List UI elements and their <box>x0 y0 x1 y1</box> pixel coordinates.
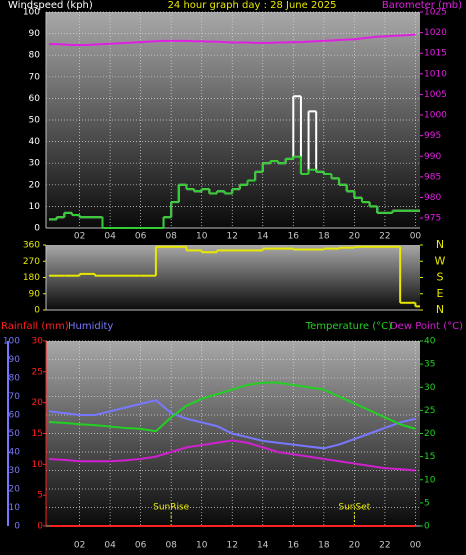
y-tick-label: 90 <box>9 355 21 365</box>
y-tick-label: 20 <box>29 180 41 190</box>
y2-tick-label: 20 <box>424 429 436 439</box>
y2-tick-label: 1015 <box>424 49 447 59</box>
y2-tick-label: 15 <box>424 452 435 462</box>
y3-tick-label: 25 <box>32 367 43 377</box>
y-tick-label: 70 <box>9 392 21 402</box>
y2-tick-label: 0 <box>424 522 430 532</box>
x-tick-label: 08 <box>165 541 177 551</box>
y-tick-label: 180 <box>23 273 40 283</box>
series-line <box>48 381 416 433</box>
y-tick-label: 0 <box>14 522 20 532</box>
y2-tick-label: 1020 <box>424 28 447 38</box>
y2-tick-label: N <box>436 238 444 251</box>
x-tick-label: 00 <box>410 232 422 242</box>
y2-tick-label: W <box>435 254 446 267</box>
x-tick-label: 12 <box>227 232 238 242</box>
x-tick-label: 22 <box>379 232 390 242</box>
y3-tick-label: 30 <box>32 337 44 347</box>
y-tick-label: 0 <box>34 224 40 234</box>
y2-tick-label: 5 <box>424 498 430 508</box>
y3-tick-label: 0 <box>37 522 43 532</box>
y3-tick-label: 20 <box>32 398 44 408</box>
x-tick-label: 18 <box>318 541 330 551</box>
y-tick-label: 20 <box>9 485 21 495</box>
y3-tick-label: 5 <box>37 491 43 501</box>
x-tick-label: 18 <box>318 232 330 242</box>
y2-tick-label: N <box>436 303 444 316</box>
x-tick-label: 10 <box>196 541 208 551</box>
y-tick-label: 270 <box>23 257 40 267</box>
series-line <box>49 33 416 46</box>
y2-tick-label: 25 <box>424 406 435 416</box>
x-tick-label: 08 <box>165 232 177 242</box>
x-tick-label: 12 <box>227 541 238 551</box>
y-tick-label: 100 <box>3 337 20 347</box>
y-tick-label: 40 <box>29 137 41 147</box>
y2-tick-label: 985 <box>424 172 441 182</box>
x-tick-label: 04 <box>104 541 116 551</box>
series-line <box>48 399 416 450</box>
x-tick-label: 06 <box>135 232 147 242</box>
y2-tick-label: E <box>437 287 444 300</box>
dewpoint-axis-label: Dew Point (°C) <box>390 321 463 332</box>
barometer-axis-label: Barometer (mb) <box>382 0 462 11</box>
y2-tick-label: 1010 <box>424 69 447 79</box>
x-tick-label: 02 <box>74 232 85 242</box>
y3-tick-label: 15 <box>32 429 43 439</box>
annotation-label: SunRise <box>153 503 190 513</box>
y2-tick-label: 975 <box>424 214 441 224</box>
annotation-label: SunSet <box>338 503 370 513</box>
y2-tick-label: 995 <box>424 131 441 141</box>
y-tick-label: 60 <box>29 94 41 104</box>
x-tick-label: 06 <box>135 541 147 551</box>
x-tick-label: 16 <box>288 232 300 242</box>
y-tick-label: 60 <box>9 411 21 421</box>
y-tick-label: 360 <box>23 241 40 251</box>
y-tick-label: 90 <box>29 289 41 299</box>
temperature-axis-label: Temperature (°C) <box>305 321 392 332</box>
x-tick-label: 16 <box>288 541 300 551</box>
y3-tick-label: 10 <box>32 460 44 470</box>
y2-tick-label: 1000 <box>424 111 447 121</box>
y2-tick-label: 1005 <box>424 90 447 100</box>
y-tick-label: 30 <box>29 159 41 169</box>
y-tick-label: 10 <box>29 202 41 212</box>
y-tick-label: 10 <box>9 503 21 513</box>
y-tick-label: 50 <box>9 429 21 439</box>
y2-tick-label: 1025 <box>424 8 447 18</box>
y-tick-label: 30 <box>9 466 21 476</box>
y-tick-label: 70 <box>29 72 41 82</box>
y2-tick-label: 980 <box>424 193 441 203</box>
y2-tick-label: 30 <box>424 383 436 393</box>
wind-axis-label: Windspeed (kph) <box>8 0 93 11</box>
x-tick-label: 20 <box>349 232 361 242</box>
y-tick-label: 50 <box>29 116 41 126</box>
rain-axis-label: Rainfall (mm) <box>1 321 69 332</box>
chart-title: 24 hour graph day : 28 June 2025 <box>168 0 337 11</box>
humidity-axis-label: Humidity <box>68 321 113 332</box>
x-tick-label: 14 <box>257 232 269 242</box>
y-tick-label: 80 <box>9 374 21 384</box>
x-tick-label: 00 <box>410 541 422 551</box>
y2-tick-label: S <box>437 271 444 284</box>
x-tick-label: 10 <box>196 232 208 242</box>
y-tick-label: 40 <box>9 448 21 458</box>
plot-background <box>46 245 420 310</box>
y-tick-label: 0 <box>34 306 40 316</box>
x-tick-label: 20 <box>349 541 361 551</box>
x-tick-label: 14 <box>257 541 269 551</box>
x-tick-label: 02 <box>74 541 85 551</box>
y2-tick-label: 990 <box>424 152 441 162</box>
x-tick-label: 22 <box>379 541 390 551</box>
y-tick-label: 80 <box>29 51 41 61</box>
series-line <box>48 439 416 472</box>
x-tick-label: 04 <box>104 232 116 242</box>
y-tick-label: 90 <box>29 29 41 39</box>
y2-tick-label: 10 <box>424 475 436 485</box>
y-tick-label: 100 <box>23 8 40 18</box>
y2-tick-label: 40 <box>424 337 436 347</box>
y2-tick-label: 35 <box>424 360 435 370</box>
